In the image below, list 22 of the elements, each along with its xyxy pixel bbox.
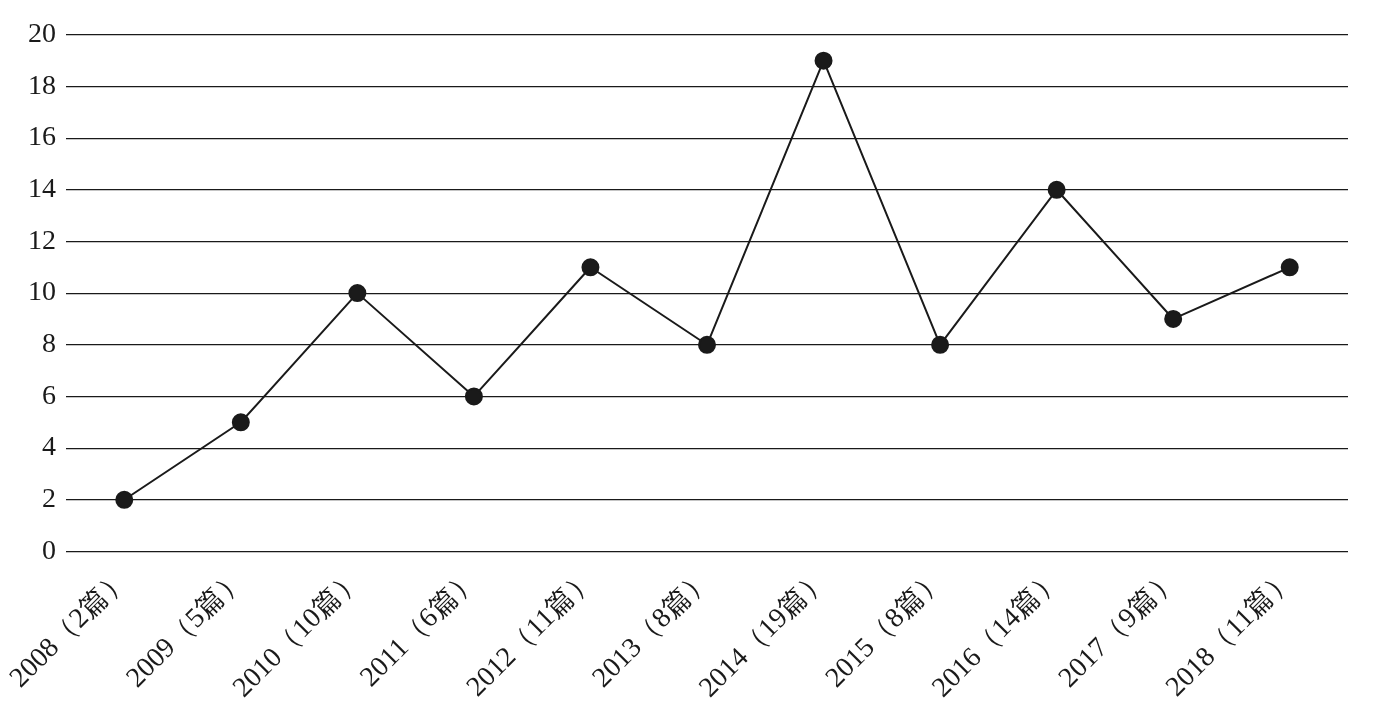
y-tick-label: 16 [28, 120, 56, 152]
y-tick-label: 4 [42, 430, 56, 462]
point [231, 413, 250, 432]
y-tick-label: 8 [42, 327, 56, 359]
y-tick-label: 14 [28, 172, 56, 204]
point [348, 284, 367, 303]
point [115, 490, 134, 509]
y-tick-label: 2 [42, 482, 56, 514]
point [581, 258, 600, 277]
point [698, 335, 716, 354]
y-tick-label: 18 [28, 68, 56, 100]
point [1047, 180, 1066, 199]
y-tick-label: 0 [42, 533, 56, 565]
y-tick-label: 20 [28, 17, 56, 49]
y-tick-label: 6 [42, 378, 56, 410]
point [1164, 309, 1183, 328]
point [931, 335, 950, 354]
point [814, 51, 833, 70]
point [464, 387, 483, 406]
y-tick-label: 12 [28, 223, 56, 255]
y-tick-label: 10 [28, 275, 56, 307]
point [1280, 258, 1299, 277]
